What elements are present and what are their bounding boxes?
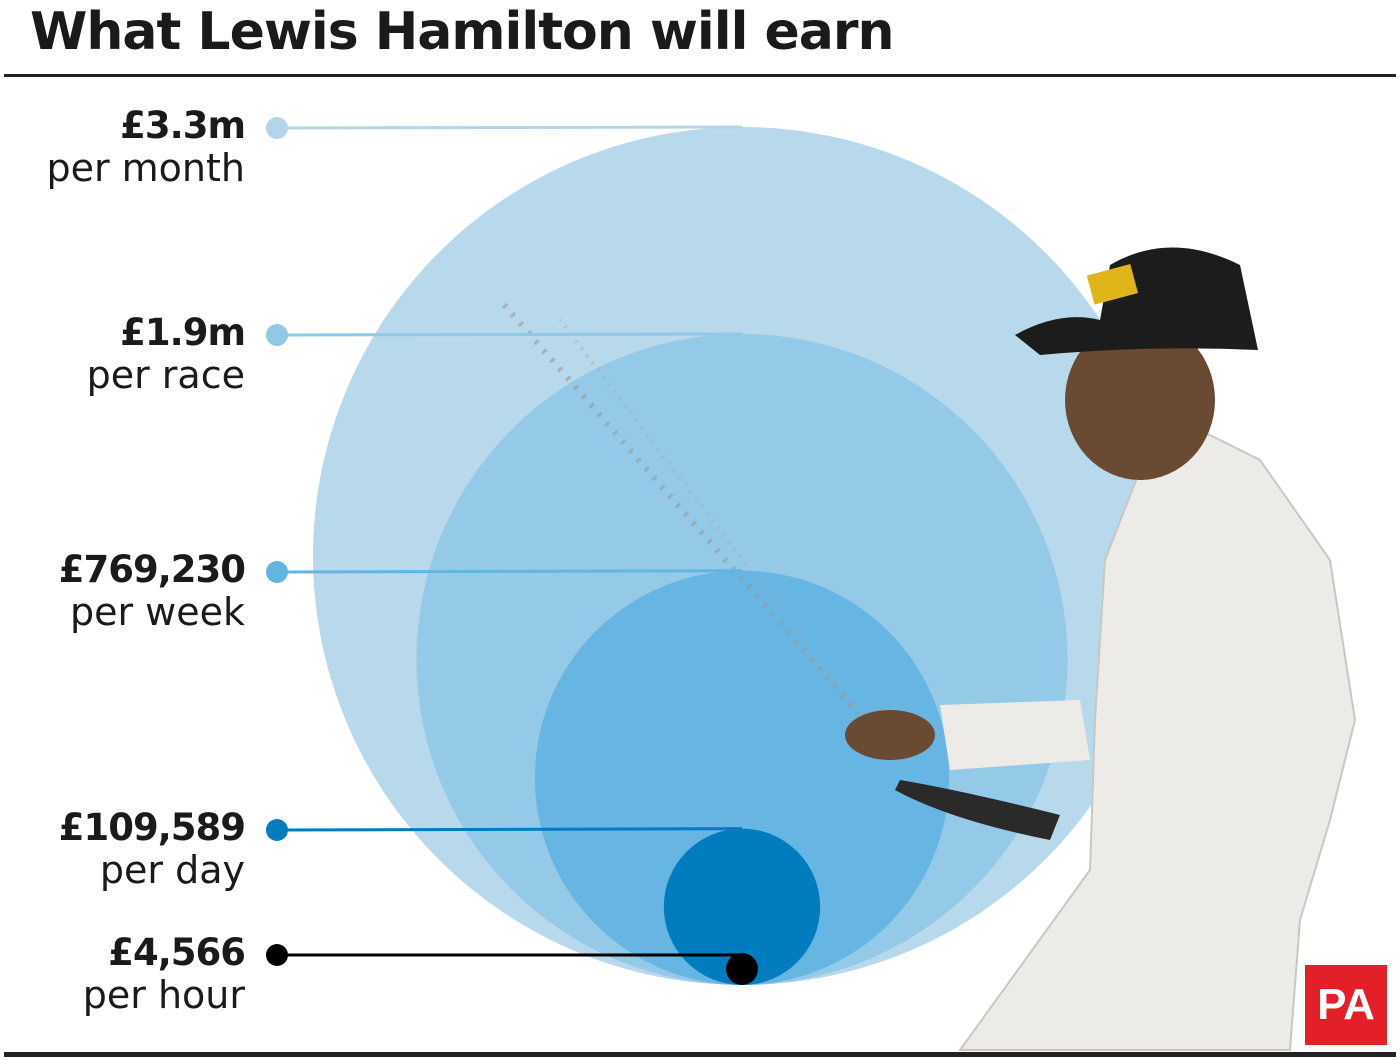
- period-label: per hour: [82, 973, 245, 1017]
- hamilton-photo: [497, 247, 1357, 1051]
- pa-logo-text: PA: [1317, 980, 1375, 1029]
- period-label: per week: [69, 590, 245, 634]
- period-label: per month: [46, 146, 245, 190]
- data-label: £769,230 per week: [58, 548, 246, 635]
- leader-line: [276, 332, 743, 337]
- leader-line: [276, 827, 743, 832]
- data-label: £1.9m per race: [86, 311, 246, 398]
- legend-dot: [266, 944, 288, 966]
- amount-label: £1.9m: [120, 311, 246, 354]
- amount-label: £4,566: [108, 931, 246, 974]
- amount-label: £769,230: [58, 548, 246, 591]
- legend-dot: [266, 819, 288, 841]
- data-label: £109,589 per day: [58, 806, 246, 893]
- chart-title: What Lewis Hamilton will earn: [30, 2, 895, 62]
- leader-line: [276, 569, 743, 574]
- data-label: £4,566 per hour: [82, 931, 246, 1018]
- data-label: £3.3m per month: [46, 104, 246, 191]
- amount-label: £3.3m: [120, 104, 246, 147]
- leader-line: [276, 125, 743, 130]
- bottom-divider: [4, 1052, 1396, 1057]
- legend-dot: [266, 561, 288, 583]
- title-divider: [4, 74, 1396, 77]
- period-label: per race: [86, 353, 245, 397]
- bubble-per-hour: [726, 953, 758, 985]
- bubble-per-day: [663, 828, 821, 985]
- legend-dot: [266, 324, 288, 346]
- period-label: per day: [99, 848, 245, 892]
- amount-label: £109,589: [58, 806, 246, 849]
- pa-logo: PA: [1305, 965, 1387, 1045]
- bubble-per-week: [534, 570, 950, 985]
- legend-dot: [266, 117, 288, 139]
